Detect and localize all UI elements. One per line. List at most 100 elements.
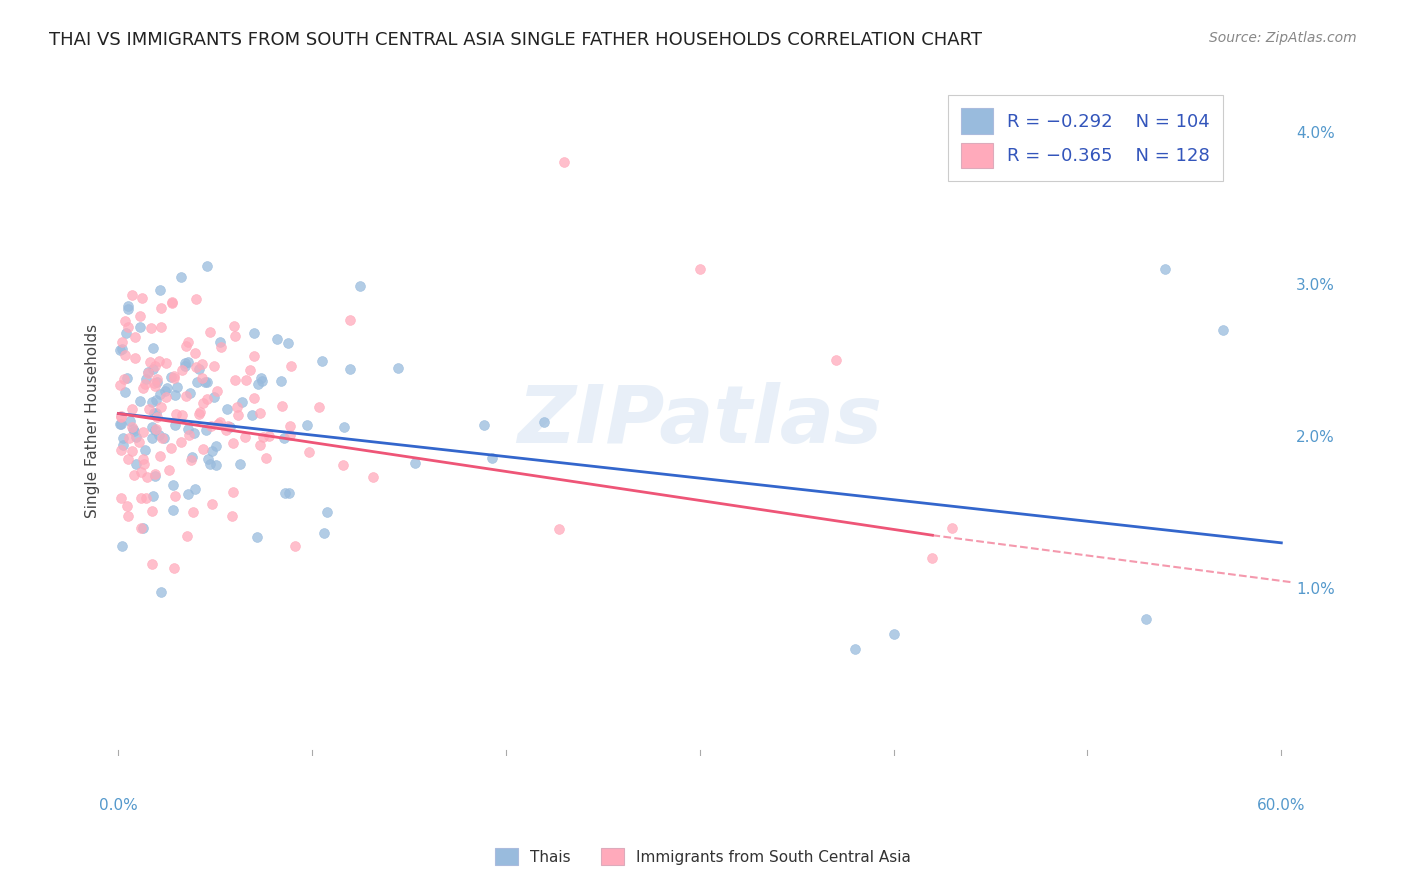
Point xyxy=(277,335,299,350)
Point xyxy=(162,503,184,517)
Point xyxy=(295,417,318,432)
Point xyxy=(141,504,163,518)
Point xyxy=(110,410,132,425)
Point xyxy=(172,409,194,423)
Point xyxy=(200,457,222,471)
Point xyxy=(191,395,214,409)
Point xyxy=(128,435,150,450)
Point xyxy=(883,627,905,641)
Legend: Thais, Immigrants from South Central Asia: Thais, Immigrants from South Central Asi… xyxy=(489,842,917,871)
Point xyxy=(132,520,155,534)
Point xyxy=(110,442,132,457)
Point xyxy=(284,540,307,554)
Point xyxy=(179,385,201,400)
Point xyxy=(160,441,183,455)
Point xyxy=(217,418,239,433)
Point xyxy=(224,329,246,343)
Point xyxy=(240,408,263,422)
Point xyxy=(136,366,159,380)
Point xyxy=(121,401,143,416)
Point xyxy=(225,400,247,414)
Point xyxy=(124,351,146,365)
Point xyxy=(177,334,200,349)
Point xyxy=(121,287,143,301)
Point xyxy=(146,409,169,424)
Point xyxy=(141,420,163,434)
Point xyxy=(195,259,218,273)
Point xyxy=(136,367,159,381)
Point xyxy=(122,467,145,482)
Point xyxy=(143,423,166,437)
Point xyxy=(333,420,356,434)
Point xyxy=(131,292,153,306)
Point xyxy=(160,296,183,310)
Point xyxy=(128,319,150,334)
Point xyxy=(177,422,200,436)
Point xyxy=(349,279,371,293)
Point xyxy=(238,362,260,376)
Point xyxy=(224,373,246,387)
Point xyxy=(111,342,134,356)
Point xyxy=(252,375,274,389)
Point xyxy=(188,407,211,421)
Point xyxy=(311,354,333,368)
Point xyxy=(174,389,197,403)
Point xyxy=(209,416,232,430)
Point xyxy=(159,370,181,384)
Point xyxy=(134,457,156,471)
Point xyxy=(128,394,150,409)
Point xyxy=(166,380,188,394)
Point xyxy=(215,402,238,417)
Point xyxy=(553,155,575,169)
Point xyxy=(155,390,177,404)
Point xyxy=(117,301,139,316)
Point xyxy=(174,356,197,370)
Point xyxy=(202,359,225,373)
Point xyxy=(209,340,232,354)
Point xyxy=(163,388,186,402)
Point xyxy=(150,319,173,334)
Point xyxy=(226,409,249,423)
Point xyxy=(156,381,179,395)
Point xyxy=(145,421,167,435)
Point xyxy=(243,326,266,340)
Point xyxy=(222,484,245,499)
Point xyxy=(118,431,141,445)
Point xyxy=(149,449,172,463)
Point xyxy=(122,425,145,439)
Point xyxy=(152,431,174,445)
Point xyxy=(259,429,281,443)
Point xyxy=(117,299,139,313)
Point xyxy=(280,359,302,374)
Point xyxy=(111,438,134,452)
Point xyxy=(177,355,200,369)
Point xyxy=(146,375,169,389)
Point xyxy=(201,497,224,511)
Point xyxy=(316,504,339,518)
Point xyxy=(142,406,165,420)
Point xyxy=(824,353,846,368)
Point xyxy=(921,551,943,566)
Point xyxy=(308,400,330,414)
Point xyxy=(273,431,295,445)
Point xyxy=(243,391,266,405)
Point xyxy=(207,417,229,432)
Point xyxy=(198,326,221,340)
Point xyxy=(197,452,219,467)
Text: THAI VS IMMIGRANTS FROM SOUTH CENTRAL ASIA SINGLE FATHER HOUSEHOLDS CORRELATION : THAI VS IMMIGRANTS FROM SOUTH CENTRAL AS… xyxy=(49,31,983,49)
Point xyxy=(128,309,150,323)
Point xyxy=(129,491,152,506)
Point xyxy=(250,371,273,385)
Point xyxy=(229,457,252,471)
Point xyxy=(135,372,157,386)
Point xyxy=(246,530,269,544)
Point xyxy=(405,456,427,470)
Point xyxy=(184,359,207,374)
Point xyxy=(195,423,218,437)
Point xyxy=(165,407,187,421)
Point xyxy=(124,329,146,343)
Point xyxy=(298,444,321,458)
Point xyxy=(222,435,245,450)
Point xyxy=(142,489,165,503)
Point xyxy=(110,417,132,431)
